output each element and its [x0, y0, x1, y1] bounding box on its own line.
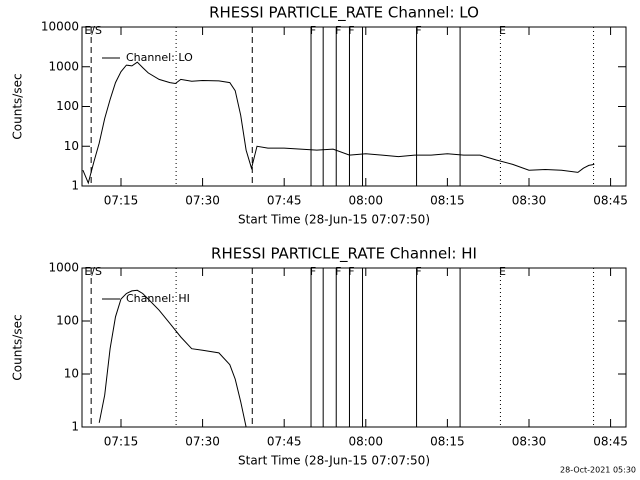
x-tick-label: 07:30	[185, 194, 220, 208]
event-label: F	[348, 24, 354, 37]
x-tick-label: 08:15	[430, 194, 465, 208]
x-tick-label: 07:15	[104, 435, 139, 449]
event-label: F	[348, 265, 354, 278]
y-tick-label: 10	[64, 367, 79, 381]
event-label: E/S	[84, 265, 102, 278]
y-tick-label: 10	[64, 139, 79, 153]
x-tick-label: 08:00	[348, 435, 383, 449]
x-tick-label: 07:15	[104, 194, 139, 208]
x-tick-label: 08:15	[430, 435, 465, 449]
y-axis-label: Counts/sec	[11, 314, 25, 380]
x-axis-label: Start Time (28-Jun-15 07:07:50)	[238, 213, 430, 227]
legend-label: Channel: LO	[126, 51, 193, 64]
event-label: E	[499, 265, 506, 278]
data-line	[98, 289, 247, 427]
footer: 28-Oct-2021 05:30	[560, 466, 636, 475]
event-label: E/S	[84, 24, 102, 37]
event-label: F	[335, 265, 341, 278]
event-label: F	[415, 265, 421, 278]
event-label: F	[310, 265, 316, 278]
event-label: F	[310, 24, 316, 37]
chart-title: RHESSI PARTICLE_RATE Channel: HI	[211, 245, 477, 264]
y-axis-label: Counts/sec	[11, 73, 25, 139]
event-label: E	[499, 24, 506, 37]
y-tick-label: 100	[56, 99, 79, 113]
y-tick-label: 1	[71, 420, 79, 434]
chart-title: RHESSI PARTICLE_RATE Channel: LO	[209, 4, 479, 23]
x-tick-label: 07:30	[185, 435, 220, 449]
x-tick-label: 07:45	[267, 435, 302, 449]
x-tick-label: 08:45	[593, 435, 628, 449]
x-tick-label: 07:45	[267, 194, 302, 208]
legend-label: Channel: HI	[126, 292, 190, 305]
event-label: F	[415, 24, 421, 37]
event-label: F	[335, 24, 341, 37]
y-tick-label: 1000	[48, 261, 79, 275]
plot-frame	[81, 267, 627, 428]
x-tick-label: 08:30	[512, 435, 547, 449]
x-tick-label: 08:30	[512, 194, 547, 208]
x-tick-label: 08:00	[348, 194, 383, 208]
data-line	[82, 61, 595, 185]
y-tick-label: 100	[56, 314, 79, 328]
x-axis-label: Start Time (28-Jun-15 07:07:50)	[238, 454, 430, 468]
y-tick-label: 1	[71, 179, 79, 193]
x-tick-label: 08:45	[593, 194, 628, 208]
y-tick-label: 1000	[48, 59, 79, 73]
y-tick-label: 10000	[41, 20, 79, 34]
